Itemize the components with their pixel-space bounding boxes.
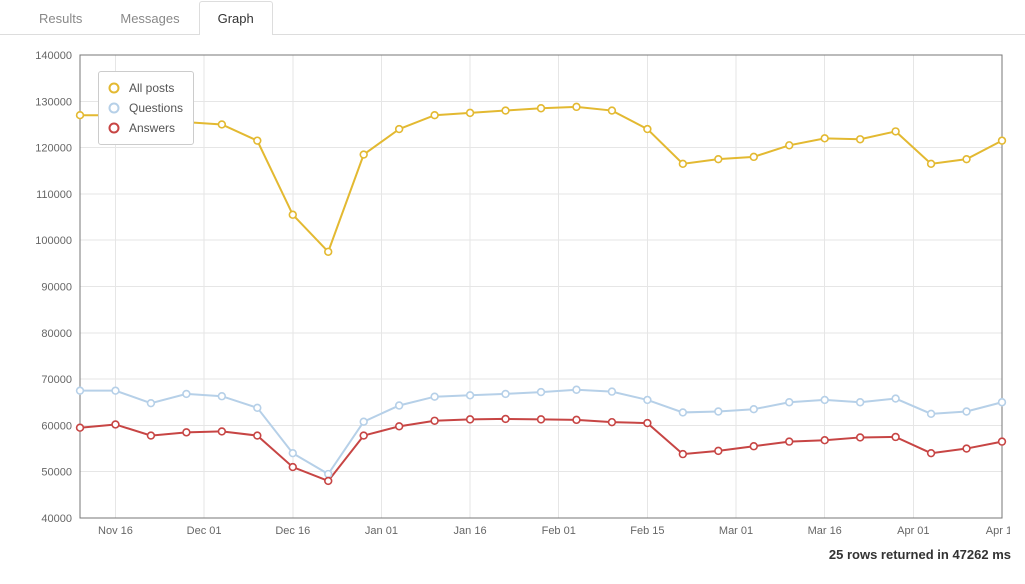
status-text: 25 rows returned in 47262 ms <box>0 545 1025 568</box>
legend-item[interactable]: All posts <box>107 78 183 98</box>
tab-messages[interactable]: Messages <box>101 1 198 35</box>
legend-label: Questions <box>129 101 183 115</box>
tabs-bar: Results Messages Graph <box>0 0 1025 35</box>
svg-text:130000: 130000 <box>35 96 72 108</box>
svg-text:Dec 16: Dec 16 <box>275 525 310 537</box>
svg-text:Feb 15: Feb 15 <box>630 525 664 537</box>
svg-text:120000: 120000 <box>35 143 72 155</box>
svg-text:Feb 01: Feb 01 <box>542 525 576 537</box>
svg-text:Dec 01: Dec 01 <box>187 525 222 537</box>
chart-container: 40000 50000 60000 70000 80000 90000 100000 1100… <box>0 35 1025 545</box>
legend: All posts Questions Answers <box>98 71 194 145</box>
legend-marker-icon <box>107 121 121 135</box>
legend-label: All posts <box>129 81 174 95</box>
legend-label: Answers <box>129 121 175 135</box>
svg-text:Mar 16: Mar 16 <box>808 525 842 537</box>
svg-text:40000: 40000 <box>41 513 72 525</box>
svg-text:70000: 70000 <box>41 374 72 386</box>
svg-text:90000: 90000 <box>41 282 72 294</box>
svg-text:Jan 01: Jan 01 <box>365 525 398 537</box>
svg-text:110000: 110000 <box>36 189 72 201</box>
svg-text:Mar 01: Mar 01 <box>719 525 753 537</box>
tab-results[interactable]: Results <box>20 1 101 35</box>
svg-text:50000: 50000 <box>41 467 72 479</box>
svg-text:Apr 16: Apr 16 <box>986 525 1010 537</box>
legend-marker-icon <box>107 101 121 115</box>
svg-text:60000: 60000 <box>41 420 72 432</box>
legend-item[interactable]: Answers <box>107 118 183 138</box>
svg-text:140000: 140000 <box>35 50 72 62</box>
svg-text:Jan 16: Jan 16 <box>454 525 487 537</box>
legend-marker-icon <box>107 81 121 95</box>
svg-text:Apr 01: Apr 01 <box>897 525 929 537</box>
svg-text:Nov 16: Nov 16 <box>98 525 133 537</box>
svg-text:80000: 80000 <box>41 328 72 340</box>
legend-item[interactable]: Questions <box>107 98 183 118</box>
tab-graph[interactable]: Graph <box>199 1 273 35</box>
svg-text:100000: 100000 <box>35 235 72 247</box>
